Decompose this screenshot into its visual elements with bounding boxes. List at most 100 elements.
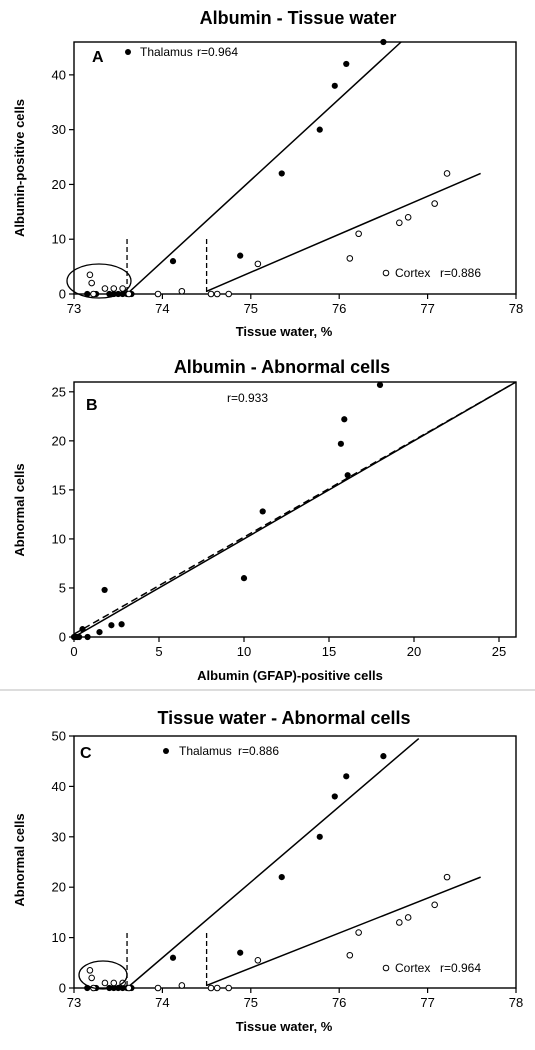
y-tick-label: 20: [52, 433, 66, 448]
filled-data-point: [76, 633, 83, 641]
filled-data-point: [240, 575, 248, 582]
x-tick-label: 25: [492, 644, 506, 659]
x-tick-label: 75: [244, 995, 258, 1010]
panel-c-legend-cortex-r: r=0.964: [440, 961, 481, 975]
panel-c-letter: C: [80, 745, 92, 762]
x-tick-label: 73: [67, 301, 81, 316]
panel-c-title: Tissue water - Abnormal cells: [157, 708, 410, 728]
dashed-reference-line: [73, 381, 517, 635]
open-data-point: [431, 200, 438, 207]
panel-c: Tissue water - Abnormal cells C Tissue w…: [12, 708, 523, 1034]
x-tick-label: 75: [244, 301, 258, 316]
filled-data-point: [380, 38, 387, 46]
y-tick-label: 25: [52, 384, 66, 399]
filled-data-point: [237, 252, 244, 259]
panel-a-legend-thalamus-r: r=0.964: [197, 45, 238, 59]
panel-a-x-ticks: 73 74 75 76 77 78: [67, 294, 523, 316]
regression-line: [126, 41, 402, 295]
x-tick-label: 20: [407, 644, 421, 659]
filled-data-point: [337, 440, 344, 447]
filled-data-point: [376, 381, 384, 389]
panel-b-correlation: r=0.933: [227, 391, 268, 405]
open-data-point: [396, 219, 403, 227]
filled-data-point: [341, 416, 348, 423]
x-tick-label: 77: [420, 301, 434, 316]
open-data-point: [154, 290, 162, 298]
x-tick-label: 73: [67, 995, 81, 1010]
open-data-point: [443, 170, 451, 177]
open-data-point: [213, 984, 221, 992]
y-tick-label: 20: [52, 177, 66, 192]
panel-a-cluster-ellipse: [66, 263, 132, 299]
filled-data-point: [237, 949, 244, 956]
open-data-point: [355, 230, 362, 238]
panel-a-points: [84, 38, 451, 298]
x-tick-label: 5: [155, 644, 162, 659]
filled-data-point: [344, 472, 351, 479]
regression-line: [206, 172, 481, 292]
panel-b-fit-lines: [73, 381, 517, 638]
y-tick-label: 40: [52, 779, 66, 794]
filled-data-point: [316, 126, 323, 133]
open-data-point: [119, 285, 126, 292]
filled-data-point: [343, 60, 350, 68]
panel-c-points: [84, 753, 451, 992]
open-data-point: [125, 984, 133, 992]
open-data-point: [225, 984, 232, 992]
panel-a-y-ticks: 0 10 20 30 40: [52, 67, 74, 302]
y-tick-label: 20: [52, 880, 66, 895]
open-data-point: [346, 255, 354, 262]
open-data-point: [178, 287, 186, 295]
filled-data-point: [118, 621, 125, 628]
panel-c-y-ticks: 0 10 20 30 40 50: [52, 729, 74, 996]
regression-line: [126, 737, 420, 989]
open-data-point: [90, 290, 97, 298]
open-data-point: [110, 285, 118, 292]
panel-c-legend-open-marker: [382, 964, 390, 972]
x-tick-label: 0: [70, 644, 77, 659]
x-tick-label: 74: [155, 301, 169, 316]
filled-data-point: [316, 833, 323, 840]
panel-c-legend-filled-marker: [163, 748, 169, 754]
panel-a-legend-thalamus: Thalamus: [140, 45, 193, 59]
panel-a-legend-cortex: Cortex: [395, 266, 430, 280]
y-tick-label: 30: [52, 122, 66, 137]
open-data-point: [404, 214, 412, 221]
filled-data-point: [169, 954, 177, 961]
panel-b-title: Albumin - Abnormal cells: [174, 357, 390, 377]
panel-c-y-label: Abnormal cells: [12, 813, 27, 906]
panel-c-x-label: Tissue water, %: [236, 1019, 333, 1034]
filled-data-point: [278, 170, 285, 177]
open-data-point: [110, 979, 118, 987]
filled-data-point: [331, 82, 338, 89]
panel-a-x-label: Tissue water, %: [236, 324, 333, 339]
filled-data-point: [331, 793, 338, 800]
y-tick-label: 40: [52, 67, 66, 82]
panel-a-letter: A: [92, 49, 104, 66]
open-data-point: [207, 984, 215, 992]
panel-b-y-ticks: 0 5 10 15 20 25: [52, 384, 74, 645]
panel-a: Albumin - Tissue water A Tissue water, %…: [12, 8, 523, 339]
panel-a-fit-lines: [126, 41, 481, 295]
y-tick-label: 0: [59, 630, 66, 645]
panel-c-frame: [73, 735, 517, 989]
filled-data-point: [169, 258, 177, 265]
y-tick-label: 30: [52, 829, 66, 844]
panel-b-x-label: Albumin (GFAP)-positive cells: [197, 668, 383, 683]
open-data-point: [355, 929, 362, 936]
open-data-point: [88, 279, 95, 287]
y-tick-label: 10: [52, 930, 66, 945]
y-tick-label: 0: [59, 287, 66, 302]
panel-b-letter: B: [86, 397, 98, 414]
x-tick-label: 77: [420, 995, 434, 1010]
y-tick-label: 0: [59, 981, 66, 996]
panel-c-legend-thalamus-r: r=0.886: [238, 744, 279, 758]
panel-a-legend-open-marker: [382, 269, 390, 277]
panel-b-x-ticks: 0 5 10 15 20 25: [70, 637, 506, 659]
filled-data-point: [259, 508, 266, 515]
filled-data-point: [108, 622, 115, 629]
panel-c-legend-cortex: Cortex: [395, 961, 430, 975]
panel-b-points: [70, 381, 384, 641]
x-tick-label: 76: [332, 301, 346, 316]
filled-data-point: [96, 628, 103, 636]
